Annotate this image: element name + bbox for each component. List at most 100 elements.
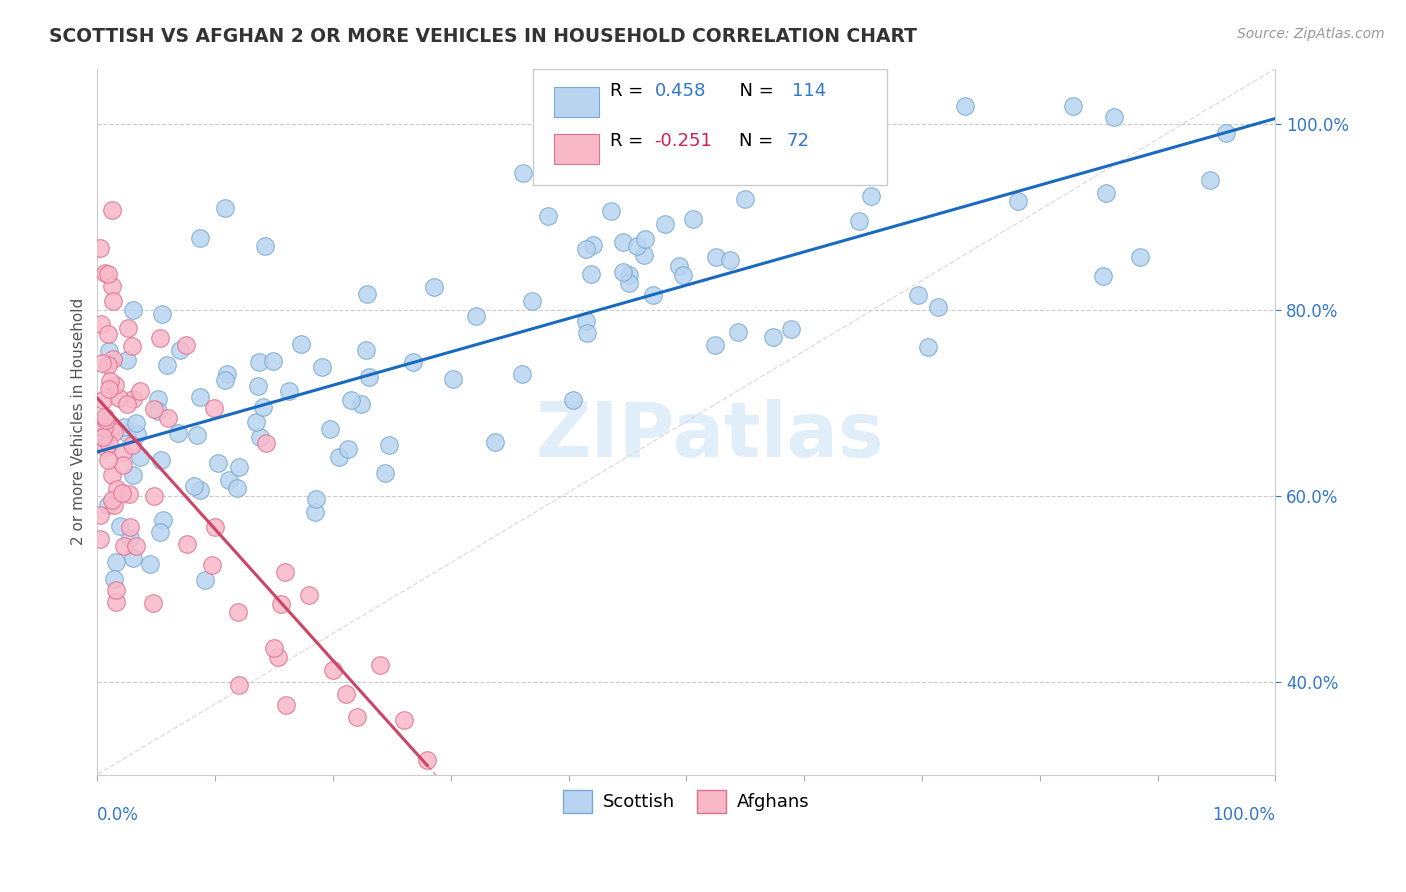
Point bbox=[104, 594, 127, 608]
Point bbox=[378, 438, 401, 452]
Text: 0.0%: 0.0% bbox=[97, 806, 139, 824]
Point bbox=[110, 519, 132, 533]
Text: SCOTTISH VS AFGHAN 2 OR MORE VEHICLES IN HOUSEHOLD CORRELATION CHART: SCOTTISH VS AFGHAN 2 OR MORE VEHICLES IN… bbox=[49, 27, 917, 45]
Point bbox=[762, 329, 785, 343]
Text: N =: N = bbox=[740, 131, 779, 150]
Point bbox=[150, 307, 173, 321]
Point bbox=[600, 145, 623, 159]
Point bbox=[617, 277, 640, 291]
Point bbox=[270, 597, 292, 611]
Text: 72: 72 bbox=[786, 131, 810, 150]
Point bbox=[104, 555, 127, 569]
Point bbox=[105, 482, 128, 496]
Point bbox=[335, 688, 357, 702]
Point bbox=[188, 390, 211, 404]
Point bbox=[156, 358, 179, 372]
Point bbox=[112, 420, 135, 434]
Point bbox=[142, 596, 165, 610]
Text: -0.251: -0.251 bbox=[655, 131, 713, 150]
Point bbox=[111, 485, 134, 500]
Point bbox=[441, 372, 464, 386]
Point bbox=[263, 641, 285, 656]
Point bbox=[356, 343, 378, 358]
Point bbox=[247, 355, 270, 369]
Point bbox=[186, 428, 208, 442]
Point bbox=[174, 338, 197, 352]
Point bbox=[94, 415, 117, 429]
Point bbox=[253, 238, 276, 252]
Point bbox=[125, 417, 148, 431]
Point bbox=[368, 657, 391, 672]
Point bbox=[98, 375, 121, 389]
Point bbox=[148, 404, 170, 418]
Text: R =: R = bbox=[610, 82, 648, 100]
Point bbox=[94, 266, 117, 280]
Text: R =: R = bbox=[610, 131, 648, 150]
Point bbox=[668, 259, 690, 273]
Point bbox=[156, 411, 179, 425]
Point bbox=[104, 378, 127, 392]
Point bbox=[416, 752, 439, 766]
Legend: Scottish, Afghans: Scottish, Afghans bbox=[554, 780, 818, 822]
Point bbox=[1007, 194, 1029, 209]
Point bbox=[322, 663, 344, 677]
Point bbox=[201, 558, 224, 572]
Point bbox=[350, 396, 373, 410]
Point bbox=[336, 442, 359, 456]
Point bbox=[273, 565, 295, 579]
Point bbox=[575, 326, 598, 340]
Point bbox=[859, 188, 882, 202]
Point bbox=[117, 353, 139, 368]
Point bbox=[228, 460, 250, 475]
Point bbox=[848, 214, 870, 228]
Point bbox=[101, 351, 124, 366]
Point bbox=[423, 280, 446, 294]
FancyBboxPatch shape bbox=[554, 134, 599, 164]
Point bbox=[90, 317, 112, 331]
Point bbox=[125, 426, 148, 441]
Point bbox=[304, 505, 326, 519]
Point bbox=[779, 322, 801, 336]
Point bbox=[214, 373, 236, 387]
Point bbox=[356, 287, 378, 301]
Point bbox=[97, 358, 120, 372]
Point bbox=[94, 410, 117, 425]
Point bbox=[254, 436, 277, 450]
Point bbox=[274, 698, 297, 712]
Point bbox=[183, 479, 205, 493]
Point bbox=[1095, 186, 1118, 200]
Point bbox=[105, 583, 128, 598]
FancyBboxPatch shape bbox=[533, 69, 887, 185]
Point bbox=[89, 508, 111, 523]
Point bbox=[118, 520, 141, 534]
Point bbox=[100, 202, 122, 217]
Point bbox=[152, 513, 174, 527]
Point bbox=[228, 606, 250, 620]
Point bbox=[612, 265, 634, 279]
Point bbox=[703, 337, 725, 351]
Point bbox=[91, 356, 114, 370]
Point bbox=[128, 450, 150, 465]
Point bbox=[252, 400, 274, 414]
Point bbox=[706, 250, 728, 264]
Text: Source: ZipAtlas.com: Source: ZipAtlas.com bbox=[1237, 27, 1385, 41]
Point bbox=[374, 467, 396, 481]
Point bbox=[579, 267, 602, 281]
Point bbox=[111, 458, 134, 472]
Point bbox=[122, 392, 145, 406]
Text: 0.458: 0.458 bbox=[655, 82, 706, 100]
Point bbox=[1062, 98, 1084, 112]
Point bbox=[169, 343, 191, 357]
Text: 100.0%: 100.0% bbox=[1212, 806, 1275, 824]
Point bbox=[125, 539, 148, 553]
Point bbox=[626, 238, 648, 252]
Point bbox=[634, 231, 657, 245]
Point bbox=[150, 453, 173, 467]
Y-axis label: 2 or more Vehicles in Household: 2 or more Vehicles in Household bbox=[72, 298, 86, 545]
Point bbox=[148, 524, 170, 539]
Point bbox=[117, 396, 139, 410]
Point bbox=[117, 321, 139, 335]
Point bbox=[262, 354, 284, 368]
Point bbox=[207, 457, 229, 471]
Point bbox=[654, 217, 676, 231]
